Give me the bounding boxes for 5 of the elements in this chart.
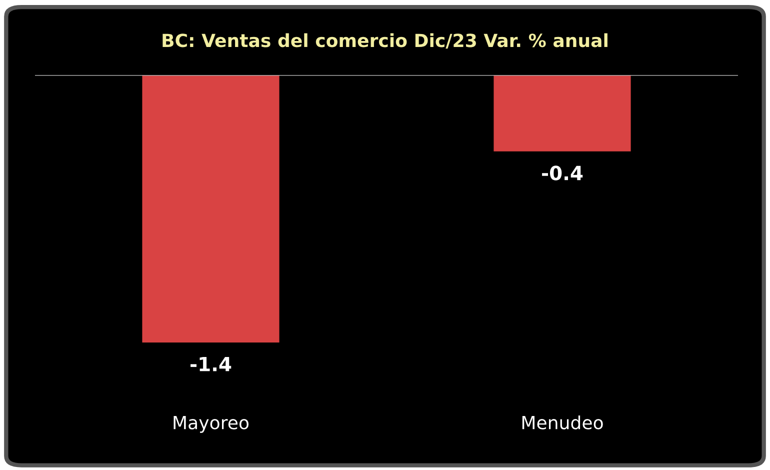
data-label: -0.4 (542, 166, 583, 180)
data-label: -1.4 (190, 356, 232, 372)
chart-title: BC: Ventas del comercio Dic/23 Var. % anual (162, 33, 608, 49)
x-tick-label: Menudeo (522, 415, 603, 430)
x-tick-label: Mayoreo (174, 416, 249, 433)
